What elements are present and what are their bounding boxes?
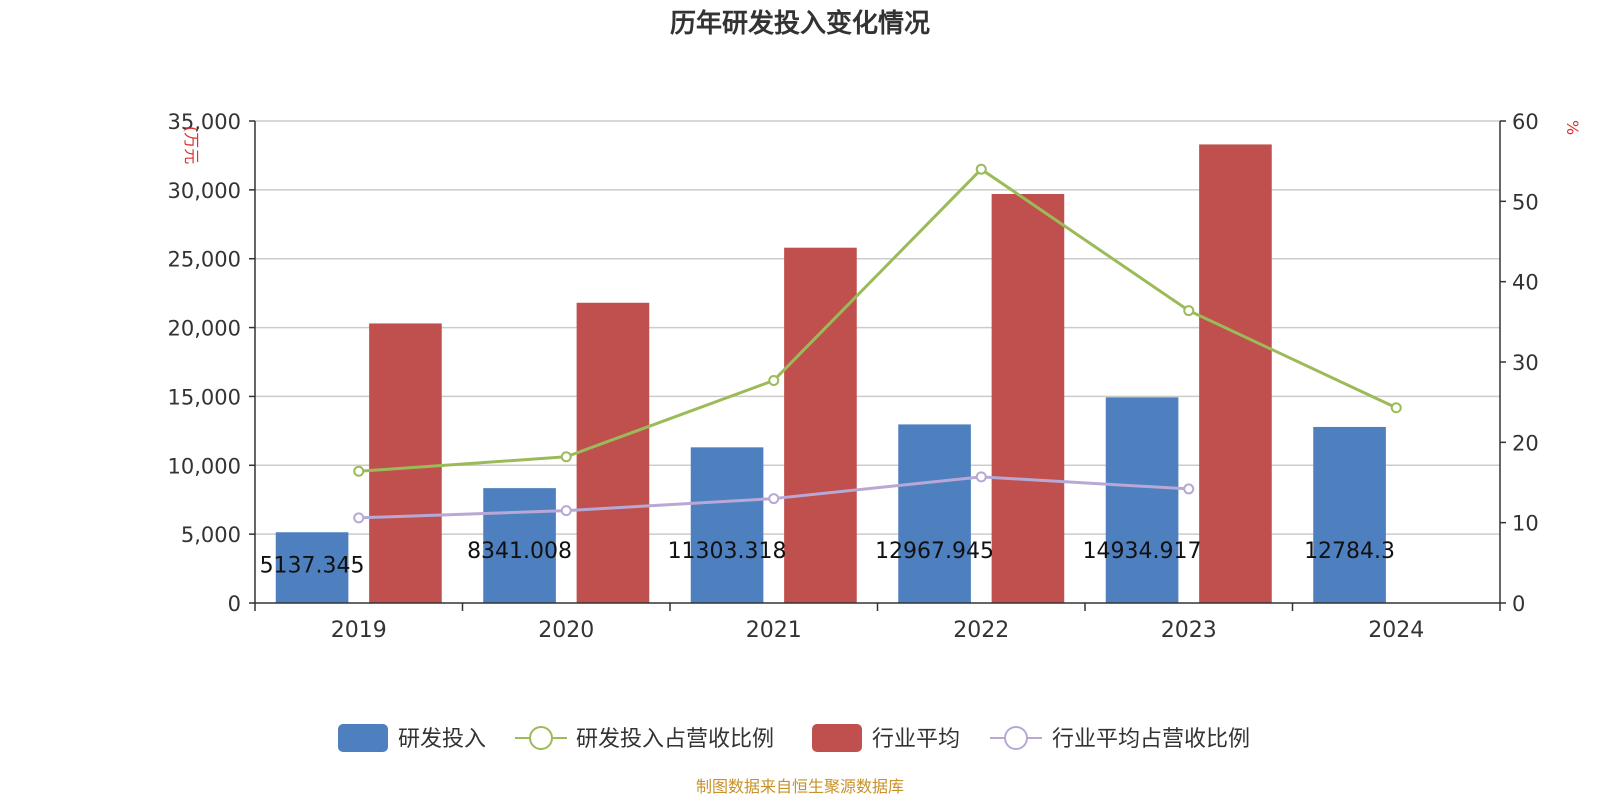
legend-marker xyxy=(1004,726,1028,750)
y-left-tick-label: 25,000 xyxy=(168,248,241,272)
bars-group xyxy=(275,144,1386,603)
bar xyxy=(1313,426,1386,603)
y-right-tick-label: 30 xyxy=(1512,351,1539,375)
legend-label: 行业平均 xyxy=(872,727,960,752)
legend-swatch xyxy=(812,724,862,752)
y-right-tick-label: 60 xyxy=(1512,110,1539,134)
x-tick-label: 2023 xyxy=(1161,618,1217,643)
legend-label: 行业平均占营收比例 xyxy=(1052,727,1250,752)
y-left-tick-label: 20,000 xyxy=(168,317,241,341)
x-tick-label: 2024 xyxy=(1368,618,1424,643)
data-label: 8341.008 xyxy=(467,539,572,564)
y-axis-right-label: % xyxy=(1563,120,1582,135)
line-point xyxy=(1183,305,1195,317)
series-line xyxy=(358,167,1397,473)
y-left-tick-label: 30,000 xyxy=(168,179,241,203)
y-left-tick-label: 0 xyxy=(228,592,241,616)
y-right-tick-label: 10 xyxy=(1512,512,1539,536)
line-point xyxy=(1183,483,1195,495)
y-left-tick-label: 10,000 xyxy=(168,454,241,478)
data-label: 14934.917 xyxy=(1083,539,1202,564)
data-label: 12784.3 xyxy=(1304,539,1395,564)
data-label: 12967.945 xyxy=(875,539,994,564)
legend-label: 研发投入占营收比例 xyxy=(576,727,774,752)
y-left-tick-label: 15,000 xyxy=(168,385,241,409)
bar xyxy=(275,532,349,603)
legend-marker xyxy=(529,726,553,750)
y-left-tick-label: 35,000 xyxy=(168,110,241,134)
line-point xyxy=(353,512,365,524)
line-point xyxy=(353,465,365,477)
x-tick-label: 2021 xyxy=(746,618,802,643)
legend-swatch xyxy=(338,724,388,752)
bar xyxy=(369,323,442,603)
bar xyxy=(1199,144,1272,603)
data-labels-group: 5137.345 8341.008 11303.318 12967.945 14934.… xyxy=(260,539,1395,578)
x-tick-label: 2019 xyxy=(331,618,387,643)
bar xyxy=(483,488,556,603)
lines-group xyxy=(353,163,1402,524)
line-point xyxy=(560,505,572,517)
axes-group: 0 5,000 10,000 15,000 20,000 25,000 30,000 35,0… xyxy=(168,110,1539,643)
chart-title: 历年研发投入变化情况 xyxy=(670,8,930,39)
bar xyxy=(784,247,857,603)
line-point xyxy=(975,471,987,483)
line-point xyxy=(768,374,780,386)
y-right-tick-label: 40 xyxy=(1512,271,1539,295)
line-point xyxy=(768,493,780,505)
legend-label: 研发投入 xyxy=(398,727,486,752)
x-tick-label: 2022 xyxy=(953,618,1009,643)
bar xyxy=(576,302,650,603)
bar xyxy=(898,424,971,603)
bar xyxy=(1105,397,1179,603)
x-tick-label: 2020 xyxy=(538,618,594,643)
y-right-tick-label: 50 xyxy=(1512,190,1539,214)
line-point xyxy=(560,451,572,463)
source-note: 制图数据来自恒生聚源数据库 xyxy=(696,777,904,796)
y-axis-left-label: (万元 xyxy=(182,126,201,164)
bar xyxy=(991,193,1065,603)
y-right-tick-label: 20 xyxy=(1512,431,1539,455)
bar xyxy=(690,447,764,603)
data-label: 5137.345 xyxy=(260,553,365,578)
line-point xyxy=(975,163,987,175)
y-left-tick-label: 5,000 xyxy=(181,523,241,547)
line-point xyxy=(1390,402,1402,414)
data-label: 11303.318 xyxy=(668,539,787,564)
y-right-tick-label: 0 xyxy=(1512,592,1525,616)
legend: 研发投入 研发投入占营收比例 行业平均 行业平均占营收比例 xyxy=(338,724,1250,752)
